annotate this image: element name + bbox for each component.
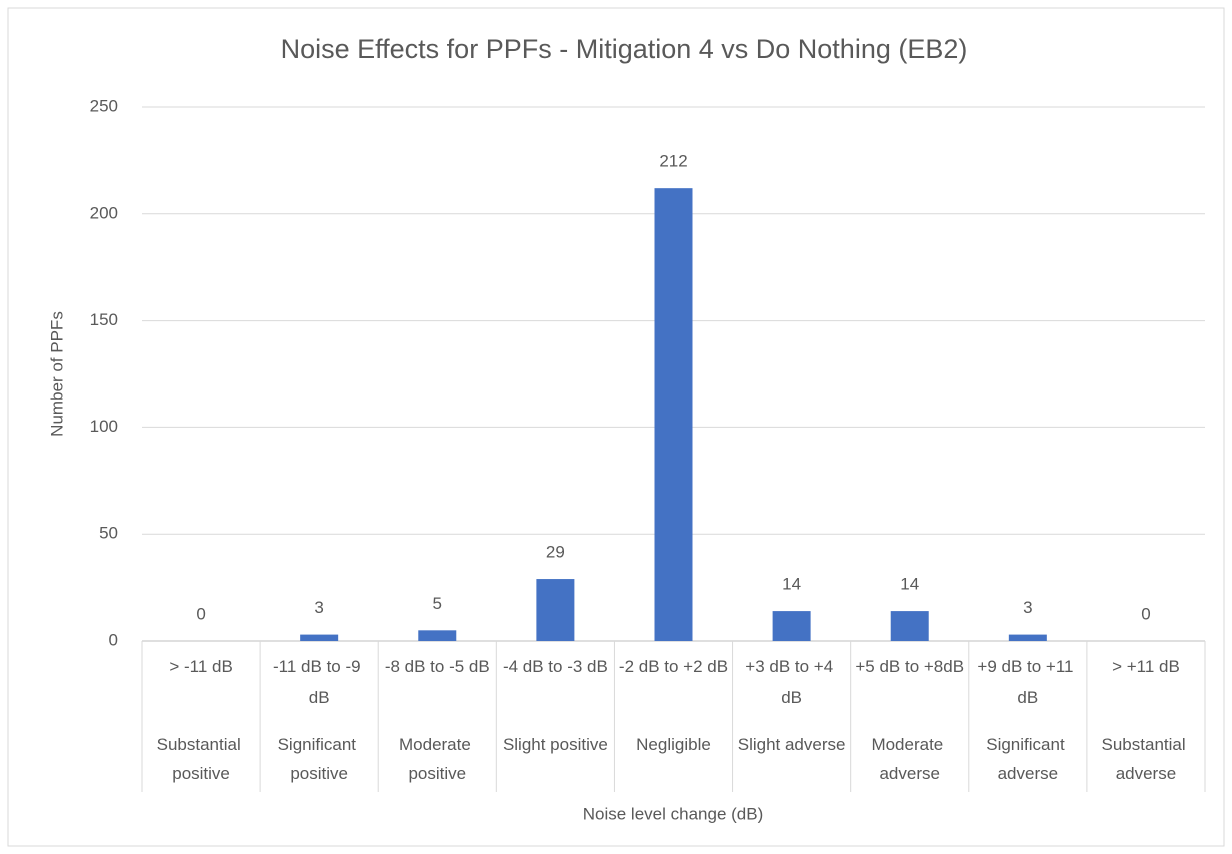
y-tick-label: 250 bbox=[90, 96, 118, 115]
data-label: 0 bbox=[196, 604, 205, 623]
x-axis-label: Noise level change (dB) bbox=[583, 804, 763, 823]
category-group-label: Substantial adverse bbox=[1102, 735, 1191, 783]
data-label: 0 bbox=[1141, 604, 1150, 623]
data-label: 3 bbox=[314, 598, 323, 617]
data-label: 5 bbox=[433, 594, 442, 613]
data-label: 212 bbox=[659, 152, 687, 171]
category-group-label: Moderate adverse bbox=[871, 735, 948, 783]
y-axis-label: Number of PPFs bbox=[47, 311, 66, 437]
x-tick-label: > -11 dB bbox=[169, 657, 232, 676]
bar bbox=[890, 611, 929, 641]
data-label: 3 bbox=[1023, 598, 1032, 617]
bar bbox=[300, 634, 339, 641]
category-group-label: Significant positive bbox=[278, 735, 361, 783]
bar bbox=[418, 630, 457, 641]
x-tick-label: -4 dB to -3 dB bbox=[503, 657, 608, 676]
x-tick-label: +9 dB to +11 dB bbox=[977, 657, 1078, 707]
category-group-label: Substantial positive bbox=[157, 735, 246, 783]
data-label: 14 bbox=[900, 575, 919, 594]
x-tick-label: > +11 dB bbox=[1112, 657, 1180, 676]
y-tick-label: 200 bbox=[90, 203, 118, 222]
y-tick-label: 0 bbox=[109, 630, 118, 649]
x-tick-label: -11 dB to -9 dB bbox=[273, 657, 365, 707]
x-tick-label: -2 dB to +2 dB bbox=[619, 657, 728, 676]
x-tick-label: -8 dB to -5 dB bbox=[385, 657, 490, 676]
chart-title: Noise Effects for PPFs - Mitigation 4 vs… bbox=[281, 34, 968, 64]
data-label: 29 bbox=[546, 543, 565, 562]
y-tick-label: 50 bbox=[99, 524, 118, 543]
category-group-label: Slight positive bbox=[503, 735, 608, 754]
category-group-label: Significant adverse bbox=[986, 735, 1069, 783]
data-label: 14 bbox=[782, 575, 801, 594]
bar bbox=[1008, 634, 1047, 641]
bar bbox=[536, 579, 575, 641]
category-group-label: Slight adverse bbox=[738, 735, 846, 754]
x-tick-label: +5 dB to +8dB bbox=[855, 657, 964, 676]
category-group-label: Moderate positive bbox=[399, 735, 476, 783]
bar bbox=[654, 188, 693, 641]
y-tick-label: 100 bbox=[90, 417, 118, 436]
bar bbox=[772, 611, 811, 641]
category-group-label: Negligible bbox=[636, 735, 711, 754]
y-tick-label: 150 bbox=[90, 310, 118, 329]
x-tick-label: +3 dB to +4 dB bbox=[745, 657, 838, 707]
